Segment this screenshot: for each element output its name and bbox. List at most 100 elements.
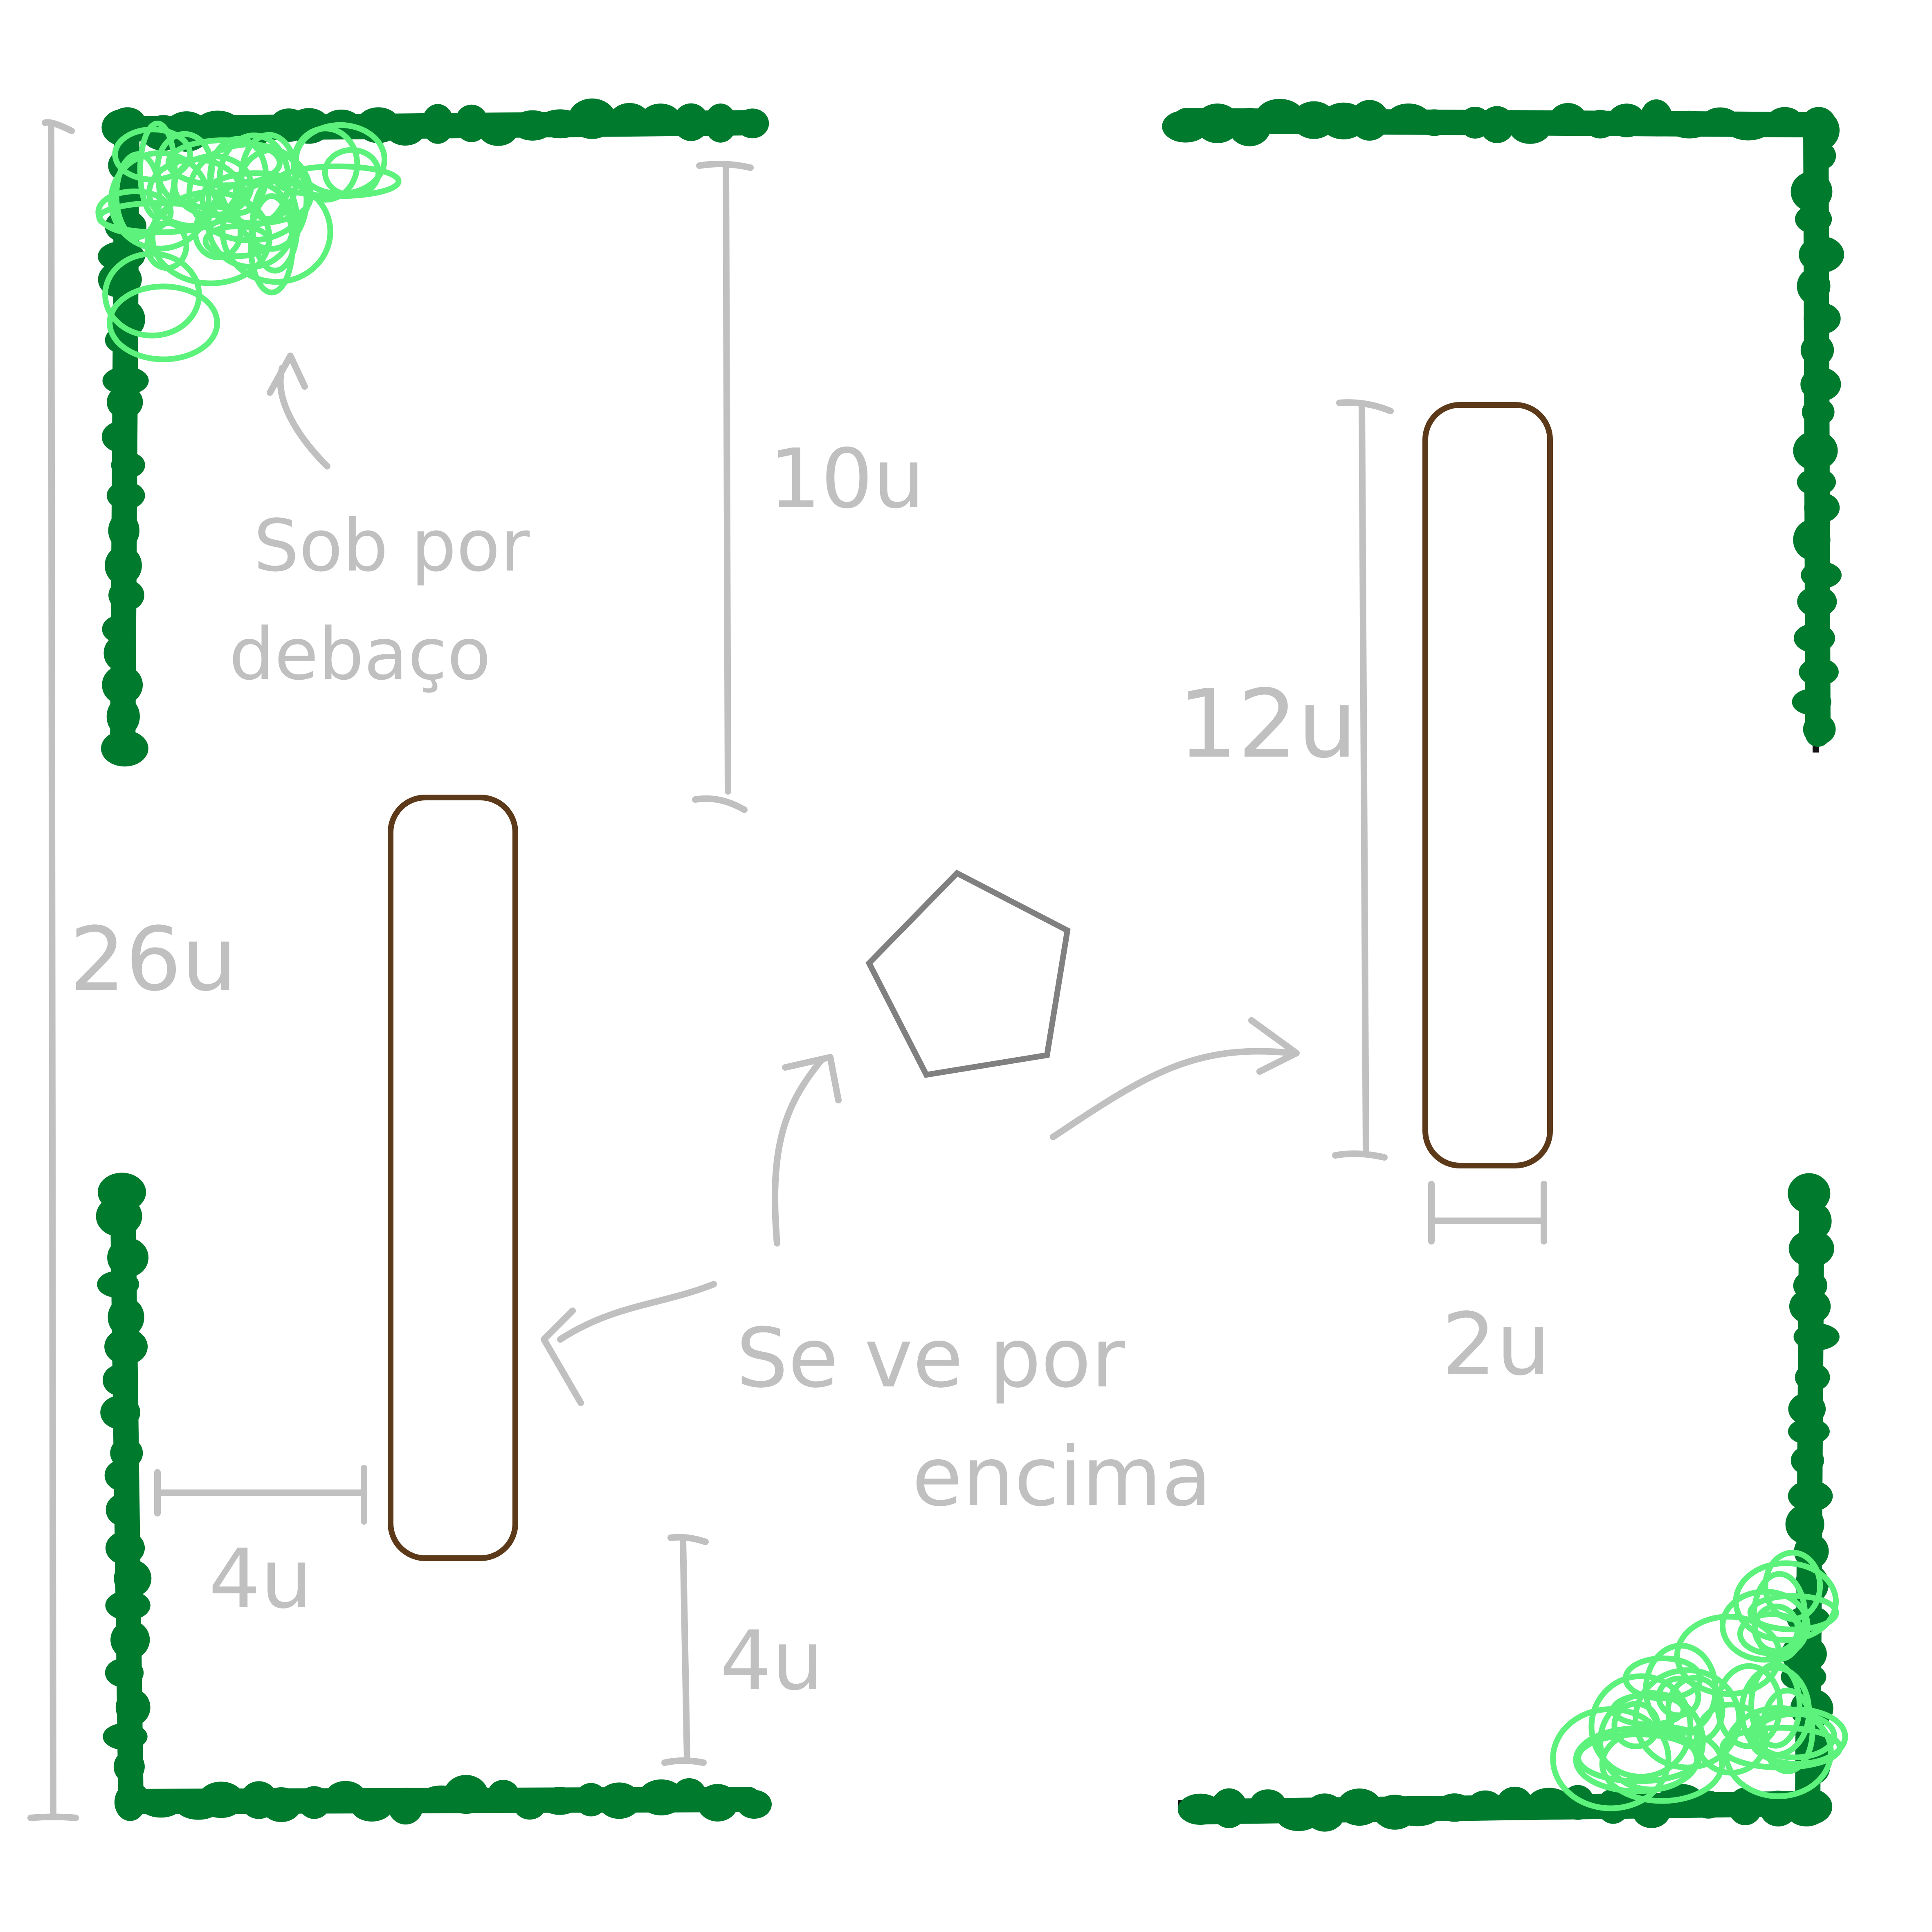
hedge-bump — [1803, 141, 1836, 171]
hedge-bump — [696, 1784, 739, 1822]
scribble-loop — [274, 163, 402, 199]
hedge-bump — [640, 103, 681, 133]
label-court-height: 26u — [70, 908, 237, 1011]
hedge-bump — [1802, 110, 1840, 151]
hedge-bump — [1255, 99, 1304, 133]
label-paddle-offset: 4u — [209, 1532, 312, 1627]
hedge-bump — [106, 696, 140, 737]
hedge-bump — [103, 1364, 136, 1396]
hedge-bump — [1527, 1788, 1571, 1817]
scribble-loop — [107, 283, 220, 362]
hedge-bump — [1797, 468, 1836, 496]
label-top-gap: 10u — [769, 431, 925, 527]
hedge-bump — [1793, 519, 1831, 560]
hedge-bump — [107, 385, 143, 419]
hedge-bump — [539, 1787, 581, 1815]
hedge-bump — [101, 730, 148, 767]
hedge-bump — [114, 1560, 152, 1597]
hedge-bump — [1788, 1230, 1834, 1267]
scribble-loop — [1752, 1711, 1837, 1761]
hedge-bump — [1509, 112, 1551, 144]
under-hedge-scribble-bottom-right — [1550, 1550, 1848, 1811]
scribble-loop — [248, 193, 296, 296]
hedge-bump — [107, 1238, 149, 1278]
scribble-loop — [238, 132, 299, 222]
hedge-bump — [98, 261, 142, 298]
ball-pentagon — [865, 869, 1071, 1078]
annotation-under-line2: debaço — [229, 613, 491, 696]
hedge-bump — [115, 1689, 151, 1726]
hedge-bump — [1802, 398, 1835, 426]
hedge-bump — [197, 1781, 245, 1818]
hedge-bump — [1788, 1393, 1826, 1425]
hedge-bump — [1795, 1363, 1830, 1392]
hedge-bump — [110, 1620, 150, 1660]
hedge-bump — [1797, 586, 1837, 617]
hedge-bump — [1801, 562, 1842, 589]
dimension-paddle-width: 2u — [1428, 1181, 1551, 1395]
hedge-bump — [1788, 1480, 1833, 1512]
hedge-bump — [609, 103, 650, 137]
hedge-bump — [1304, 1793, 1346, 1832]
scribble-loop — [1715, 1663, 1783, 1749]
hedge-bump — [514, 1793, 546, 1820]
hedge-bump — [113, 1750, 145, 1783]
scribble-loop — [232, 147, 310, 252]
hedge-bump — [1790, 171, 1833, 212]
scribble-loop — [1759, 1687, 1815, 1775]
hedge-bump — [97, 1271, 139, 1298]
dimension-paddle-offset: 4u — [154, 1465, 367, 1627]
label-paddle-length: 12u — [1178, 670, 1357, 779]
hedge-bump — [1794, 623, 1835, 653]
dimension-paddle-length: 12u — [1178, 399, 1394, 1161]
hedge-bump — [1725, 114, 1772, 141]
hedge-bump — [1793, 1323, 1840, 1350]
annotation-over-line1: Se ve por — [736, 1311, 1125, 1406]
hedge-bump — [454, 104, 489, 142]
hedge-bump — [736, 108, 769, 139]
hedge-bump — [105, 1658, 144, 1688]
hedge-bump — [269, 108, 308, 142]
hedge-bump — [261, 1787, 302, 1822]
hedge-bump — [1797, 267, 1831, 305]
hedge-bump — [1785, 1504, 1824, 1544]
hedge-top-right — [1162, 99, 1844, 747]
hedge-bump — [105, 1531, 145, 1565]
scribble-loop — [1748, 1661, 1803, 1749]
hedge-bump — [108, 579, 144, 611]
hedge-bump — [1804, 493, 1840, 523]
hedge-top-left — [98, 98, 769, 767]
scribble-loop — [150, 189, 272, 286]
hedge-bump — [1549, 103, 1587, 135]
hedge-bump — [103, 1723, 148, 1750]
hedge-bump — [1793, 1271, 1828, 1300]
scribble-loop — [108, 150, 212, 252]
hedge-bump — [1795, 204, 1832, 234]
hedge-bump — [1350, 100, 1389, 141]
hedge-bump — [1766, 107, 1804, 137]
hedge-bump — [1793, 431, 1838, 471]
scribble-loop — [1751, 1571, 1808, 1662]
annotation-over-line2: encima — [912, 1429, 1212, 1525]
hedge-bump — [102, 366, 149, 395]
right-paddle — [1422, 402, 1553, 1168]
scribble-loop — [137, 120, 178, 220]
hedge-bump — [100, 1395, 140, 1430]
hedge-bump — [138, 1790, 184, 1818]
hedge-bump — [1789, 1288, 1831, 1324]
hedge-bump — [1211, 1788, 1248, 1828]
hedge-bump — [106, 1494, 139, 1526]
scribble-loop — [205, 179, 296, 270]
hedge-bump — [1692, 1790, 1725, 1819]
dimension-court-height: 26u — [27, 119, 237, 1821]
hedge-bump — [1799, 236, 1844, 273]
hedge-bump — [102, 616, 135, 643]
hedge-bump — [638, 1779, 685, 1815]
hedge-bump — [1788, 1173, 1831, 1214]
hedge-bump — [1607, 103, 1646, 137]
annotation-over: Se ve por encima — [541, 1017, 1300, 1525]
hedge-bump — [1790, 1446, 1824, 1475]
scribble-loop — [1588, 1673, 1694, 1780]
hedge-bump — [108, 512, 139, 549]
annotation-under: Sob por debaço — [229, 353, 530, 696]
